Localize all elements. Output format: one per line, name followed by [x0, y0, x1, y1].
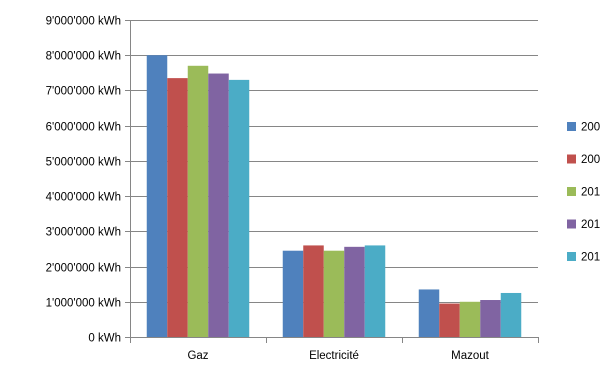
legend-label: 201 — [581, 252, 600, 264]
bar-electricit-series-5 — [364, 245, 386, 337]
bar-electricit-series-4 — [344, 246, 365, 337]
legend-swatch — [567, 252, 576, 261]
bar-gaz-series-2 — [167, 78, 188, 338]
legend-swatch — [567, 154, 576, 164]
y-tick-label: 3'000'000 kWh — [46, 227, 121, 239]
y-tick-label: 5'000'000 kWh — [46, 157, 121, 169]
legend-label: 200 — [581, 154, 600, 166]
bar-mazout-series-4 — [480, 300, 501, 337]
y-tick-label: 8'000'000 kWh — [46, 51, 121, 63]
bar-gaz-series-4 — [208, 73, 229, 337]
bar-mazout-series-2 — [439, 303, 460, 337]
legend-label: 201 — [581, 187, 600, 199]
x-category-label: Mazout — [451, 350, 490, 362]
bar-electricit-series-3 — [323, 250, 345, 337]
bar-gaz-series-3 — [187, 65, 209, 337]
legend-swatch — [567, 122, 576, 131]
x-category-label: Gaz — [187, 350, 208, 362]
legend-swatch — [567, 187, 576, 196]
y-tick-label: 4'000'000 kWh — [46, 192, 121, 204]
legend-label: 201 — [581, 219, 600, 231]
x-category-label: Electricité — [309, 350, 359, 362]
y-tick-label: 2'000'000 kWh — [46, 263, 121, 275]
bar-mazout-series-1 — [418, 289, 440, 337]
y-tick-label: 9'000'000 kWh — [46, 16, 121, 28]
legend-swatch — [567, 219, 576, 229]
bar-mazout-series-5 — [500, 292, 522, 337]
axes-layer: 0 kWh 1'000'000 kWh 2'000'000 kWh 3'000'000… — [46, 16, 539, 362]
bar-electricit-series-1 — [282, 250, 304, 337]
legend-label: 200 — [581, 122, 600, 134]
bars-layer — [146, 55, 522, 338]
bar-gaz-series-5 — [228, 79, 250, 337]
y-tick-label: 7'000'000 kWh — [46, 86, 121, 98]
y-tick-label: 1'000'000 kWh — [46, 298, 121, 310]
y-tick-label: 6'000'000 kWh — [46, 122, 121, 134]
bar-electricit-series-2 — [303, 245, 324, 337]
bar-gaz-series-1 — [146, 55, 168, 337]
legend: 200 200 201 201 201 — [567, 122, 600, 264]
bar-mazout-series-3 — [459, 301, 481, 337]
y-tick-label: 0 kWh — [88, 333, 121, 345]
